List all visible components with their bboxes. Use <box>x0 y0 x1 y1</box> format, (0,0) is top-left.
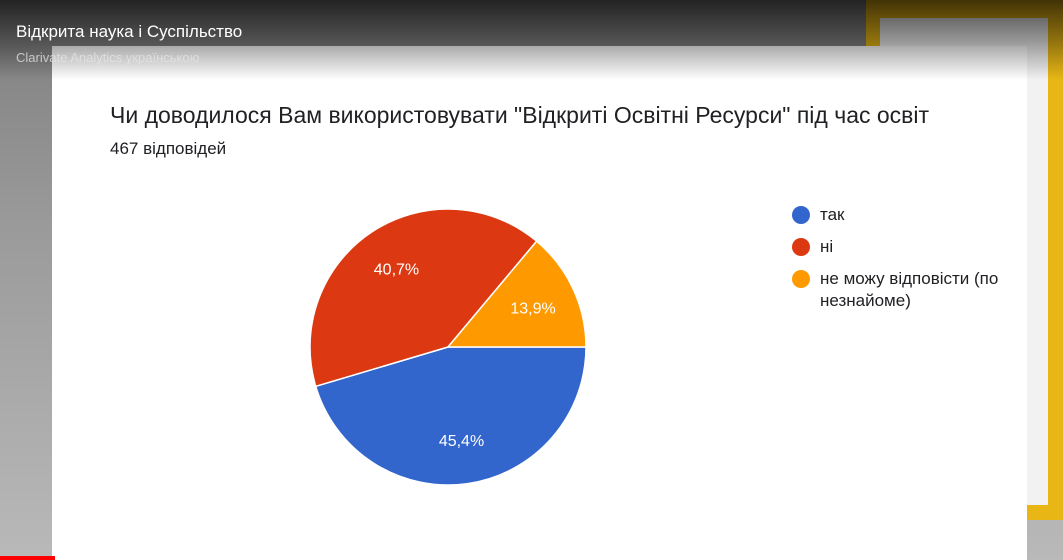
slide-content: Чи доводилося Вам використовувати "Відкр… <box>52 46 1005 560</box>
pie-slice-tak <box>314 346 587 486</box>
video-title[interactable]: Відкрита наука і Суспільство <box>16 22 243 41</box>
legend-label-ne-mozhu-line2: незнайоме) <box>820 291 911 310</box>
slide: Чи доводилося Вам використовувати "Відкр… <box>52 46 1027 560</box>
response-count: 467 відповідей <box>110 139 227 158</box>
legend-item-tak: так <box>792 204 1005 226</box>
legend-label-ne-mozhu-line1: не можу відповісти (по <box>820 269 999 288</box>
pie-labels: 45,4% 40,7% 13,9% <box>374 262 556 450</box>
channel-name[interactable]: Clarivate Analytics українською <box>16 50 200 65</box>
progress-bar-played[interactable] <box>0 556 56 560</box>
pie-slice-ni <box>309 208 538 388</box>
chart-legend: так ні не можу відповісти (по незнайоме) <box>792 204 1005 322</box>
legend-label-ni: ні <box>820 237 834 256</box>
pie-slice-ne-mozhu <box>446 240 587 348</box>
legend-item-ne-mozhu: не можу відповісти (по незнайоме) <box>792 268 1005 312</box>
pie-chart: 45,4% 40,7% 13,9% <box>309 208 587 486</box>
legend-swatch-ne-mozhu <box>792 270 810 288</box>
pie-label-ne-mozhu: 13,9% <box>510 300 555 317</box>
legend-swatch-ni <box>792 238 810 256</box>
pie-label-ni: 40,7% <box>374 262 419 279</box>
legend-label-tak: так <box>820 205 845 224</box>
legend-item-ni: ні <box>792 236 1005 258</box>
pie-label-tak: 45,4% <box>439 433 484 450</box>
pie-slices <box>309 208 587 486</box>
question-title: Чи доводилося Вам використовувати "Відкр… <box>110 102 930 128</box>
player-top-overlay <box>0 0 1063 80</box>
legend-label-ne-mozhu: не можу відповісти (по незнайоме) <box>820 268 1005 312</box>
legend-swatch-tak <box>792 206 810 224</box>
